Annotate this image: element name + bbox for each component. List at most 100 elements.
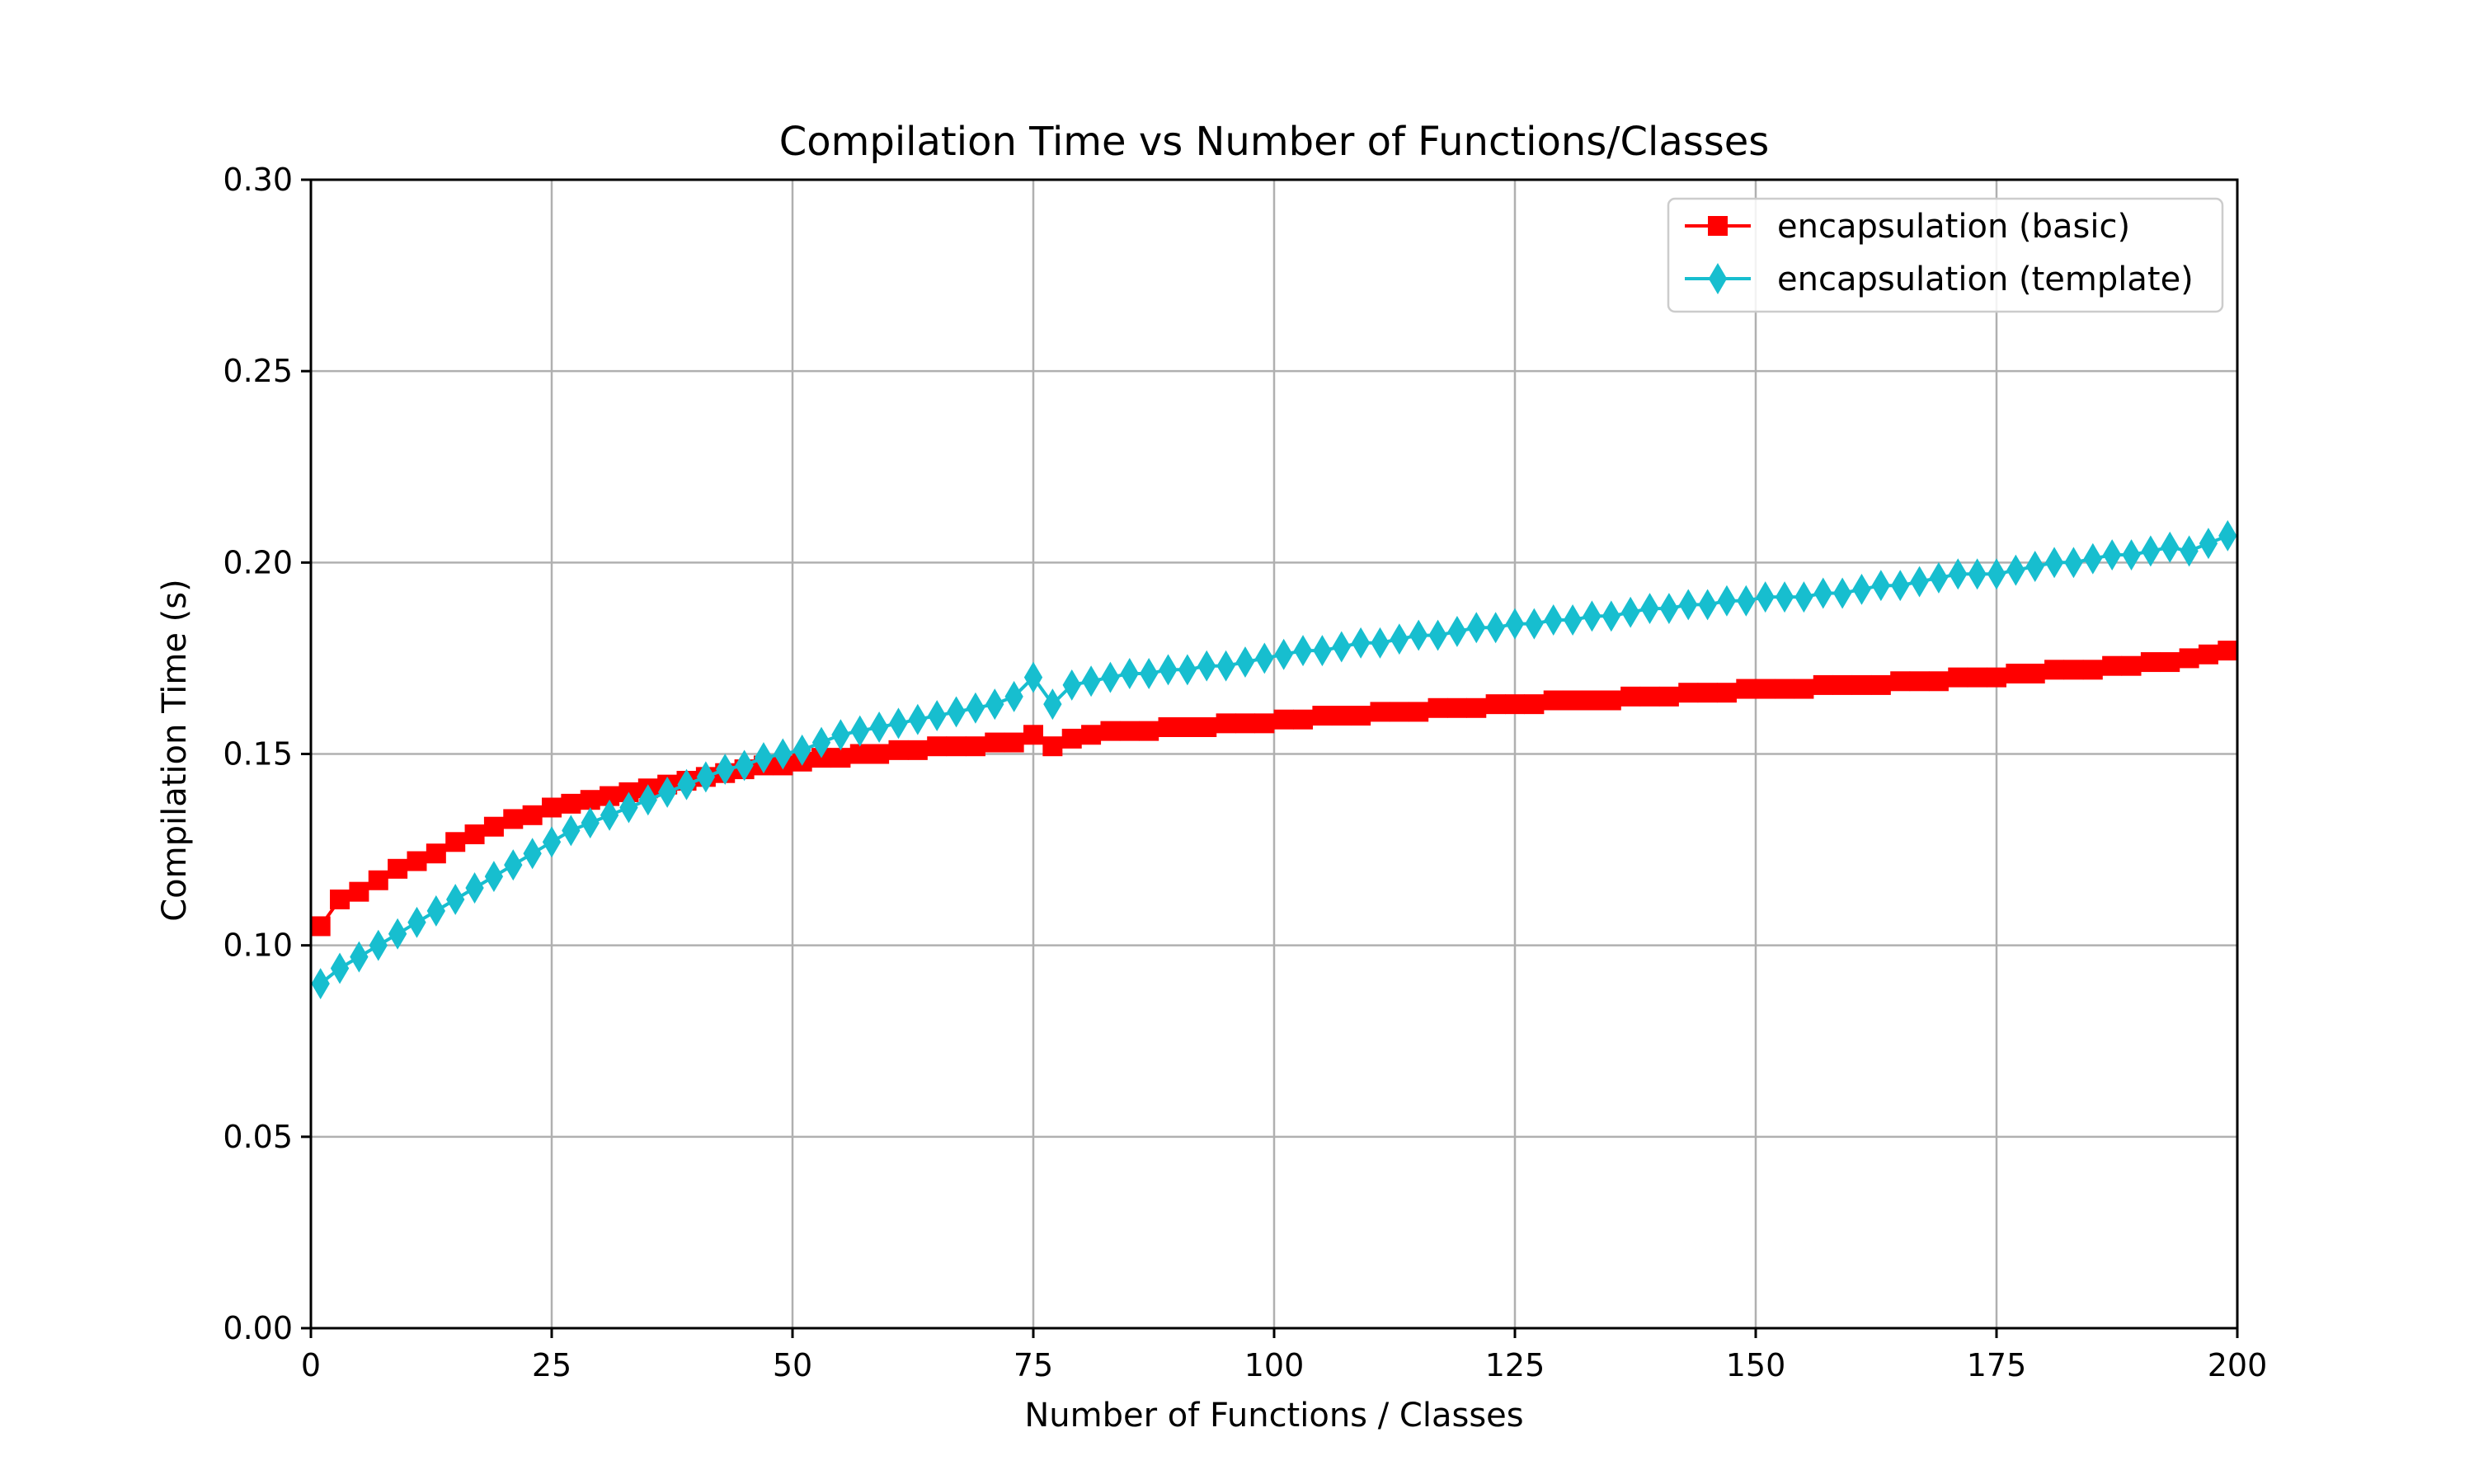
data-point — [793, 734, 811, 766]
data-point — [1775, 581, 1794, 613]
y-tick-label: 0.15 — [223, 736, 293, 773]
series-layer — [310, 519, 2238, 1000]
data-point — [1351, 627, 1371, 659]
data-point — [831, 719, 850, 751]
data-point — [1390, 623, 1409, 655]
data-point — [1794, 581, 1813, 613]
data-point — [1216, 713, 1236, 734]
series-basic — [310, 641, 2238, 937]
data-point — [947, 696, 966, 728]
data-point — [2218, 519, 2237, 552]
data-point — [2198, 644, 2218, 665]
data-point — [445, 832, 466, 852]
data-point — [1023, 725, 1043, 745]
data-point — [446, 883, 465, 915]
data-point — [1273, 709, 1294, 730]
data-point — [1929, 561, 1949, 594]
legend: encapsulation (basic) encapsulation (temp… — [1667, 197, 2224, 313]
data-point — [1331, 706, 1352, 726]
data-point — [946, 736, 967, 757]
data-point — [1081, 725, 1102, 745]
data-point — [1178, 654, 1197, 686]
data-point — [1891, 570, 1910, 602]
data-point — [1467, 612, 1486, 644]
y-tick-label: 0.30 — [223, 162, 293, 198]
data-point — [483, 816, 504, 837]
data-point — [1851, 674, 1872, 695]
data-point — [677, 768, 696, 801]
data-point — [1119, 721, 1140, 741]
data-point — [1101, 661, 1120, 693]
data-point — [1235, 646, 1255, 679]
data-point — [1081, 665, 1101, 697]
data-point — [2006, 554, 2025, 586]
data-point — [830, 748, 851, 768]
data-point — [1312, 706, 1333, 726]
data-point — [1158, 716, 1178, 737]
data-point — [542, 797, 562, 818]
data-point — [1987, 558, 2006, 590]
data-point — [1871, 570, 1891, 602]
data-point — [1274, 638, 1293, 670]
data-point — [1061, 728, 1082, 749]
data-point — [1062, 669, 1081, 701]
data-point — [1910, 566, 1929, 598]
legend-box — [1667, 197, 2224, 313]
data-point — [2063, 660, 2084, 680]
data-point — [561, 793, 581, 814]
data-point — [1890, 671, 1911, 692]
data-point — [369, 929, 388, 961]
data-point — [1100, 721, 1121, 741]
data-point — [1794, 679, 1814, 699]
data-point — [869, 711, 889, 743]
data-point — [907, 740, 928, 760]
x-tick-label: 125 — [1485, 1347, 1545, 1383]
data-point — [1716, 683, 1737, 703]
x-tick-label: 50 — [773, 1347, 812, 1383]
data-point — [580, 790, 600, 810]
data-point — [869, 744, 890, 764]
data-point — [1120, 658, 1139, 689]
data-point — [2218, 641, 2238, 661]
data-point — [2044, 547, 2064, 579]
data-point — [2082, 660, 2103, 680]
y-tick-label: 0.20 — [223, 544, 293, 580]
data-point — [1332, 631, 1351, 663]
data-point — [2122, 539, 2141, 571]
data-point — [1583, 600, 1602, 632]
data-point — [1832, 577, 1852, 609]
data-point — [1525, 608, 1544, 640]
data-point — [464, 824, 485, 845]
data-point — [1427, 697, 1448, 718]
data-point — [966, 692, 985, 724]
data-point — [1139, 721, 1159, 741]
data-point — [735, 749, 754, 782]
data-point — [1004, 732, 1024, 753]
data-point — [1697, 683, 1718, 703]
data-point — [1466, 697, 1487, 718]
data-point — [1968, 558, 1987, 590]
data-point — [1023, 661, 1043, 693]
data-point — [2141, 535, 2161, 567]
legend-marker — [1708, 216, 1728, 236]
data-point — [1755, 679, 1776, 699]
legend-marker — [1708, 263, 1728, 294]
data-point — [1678, 683, 1699, 703]
data-point — [849, 744, 870, 764]
data-point — [542, 826, 562, 858]
data-point — [1446, 697, 1467, 718]
data-point — [1698, 589, 1717, 621]
legend-item: encapsulation (basic) — [1685, 208, 2130, 246]
data-point — [1563, 604, 1583, 636]
data-point — [562, 815, 581, 847]
data-point — [1639, 686, 1660, 707]
data-point — [811, 726, 831, 758]
data-point — [1602, 600, 1620, 632]
data-point — [349, 881, 369, 902]
data-point — [1756, 581, 1775, 613]
data-point — [754, 742, 774, 774]
data-point — [716, 754, 735, 786]
data-point — [407, 906, 426, 938]
data-point — [407, 851, 427, 871]
data-point — [1775, 679, 1795, 699]
